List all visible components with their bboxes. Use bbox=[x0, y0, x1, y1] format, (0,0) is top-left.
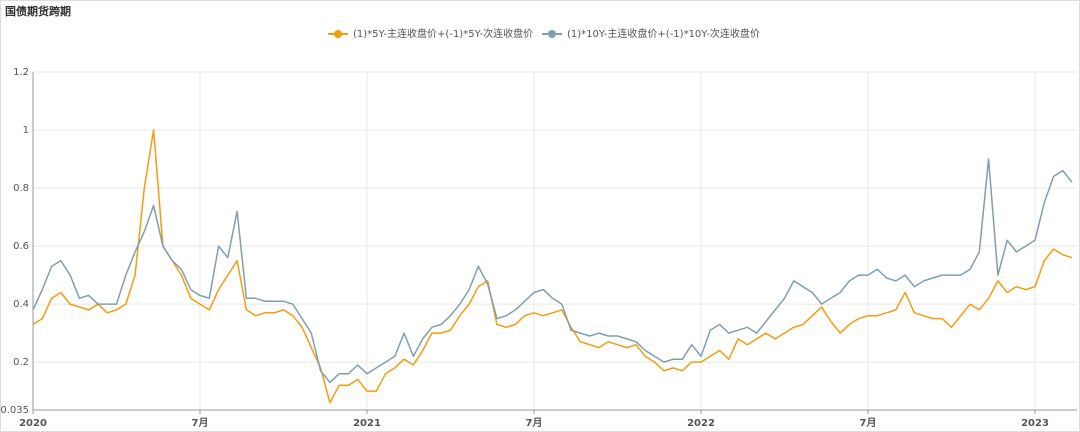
y-tick-label: 0.4 bbox=[13, 299, 29, 310]
legend-item[interactable]: (1)*10Y-主连收盘价+(-1)*10Y-次连收盘价 bbox=[542, 27, 760, 40]
x-tick-label: 2021 bbox=[353, 418, 381, 429]
y-tick-label: 0.035 bbox=[0, 405, 29, 416]
series-line bbox=[32, 158, 1073, 384]
legend-item[interactable]: (1)*5Y-主连收盘价+(-1)*5Y-次连收盘价 bbox=[328, 27, 533, 40]
x-tick-label: 2020 bbox=[19, 418, 47, 429]
y-tick-label: 0.2 bbox=[13, 357, 29, 368]
legend-marker bbox=[548, 30, 556, 38]
x-tick-label: 7月 bbox=[526, 417, 543, 429]
legend-label: (1)*5Y-主连收盘价+(-1)*5Y-次连收盘价 bbox=[353, 27, 533, 40]
y-tick-label: 1.2 bbox=[13, 67, 29, 78]
y-tick-label: 1 bbox=[23, 125, 29, 136]
chart-title: 国债期货跨期 bbox=[5, 4, 71, 18]
series-line bbox=[32, 129, 1073, 404]
x-tick-label: 7月 bbox=[860, 417, 877, 429]
x-tick-label: 2022 bbox=[687, 418, 715, 429]
x-tick-label: 7月 bbox=[192, 417, 209, 429]
legend-marker bbox=[334, 30, 342, 38]
y-tick-label: 0.6 bbox=[13, 241, 29, 252]
y-tick-label: 0.8 bbox=[13, 183, 29, 194]
x-tick-label: 2023 bbox=[1021, 418, 1049, 429]
legend-label: (1)*10Y-主连收盘价+(-1)*10Y-次连收盘价 bbox=[567, 27, 760, 40]
